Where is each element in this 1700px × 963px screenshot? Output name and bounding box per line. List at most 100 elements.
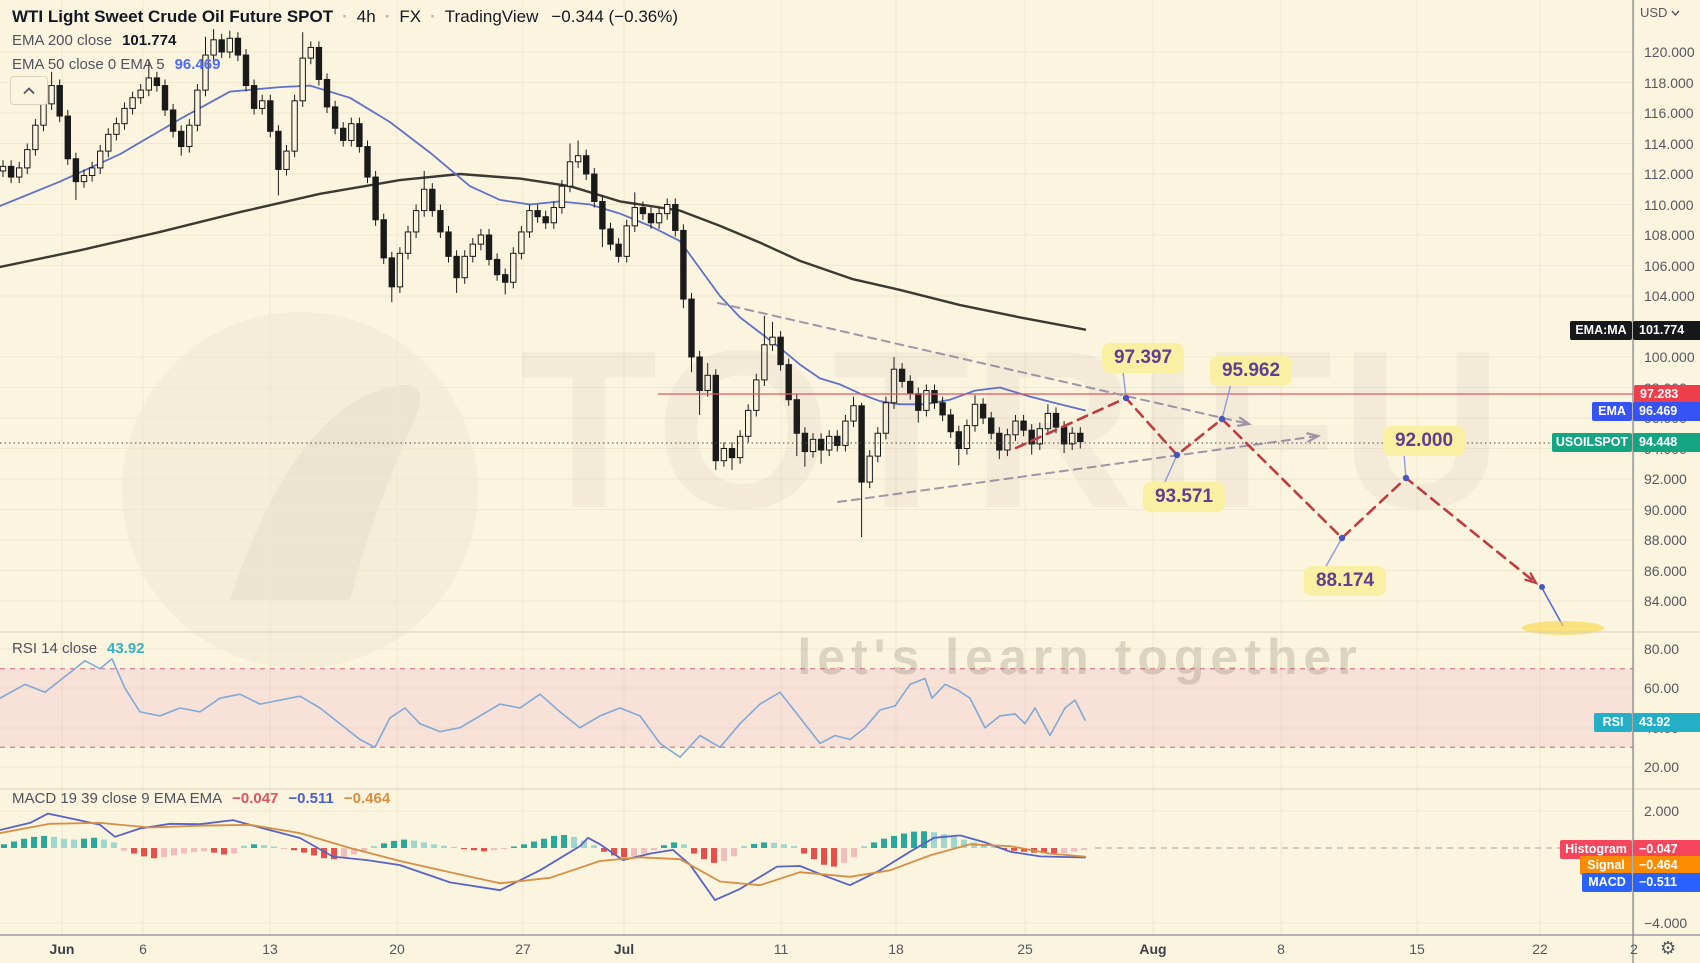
badge-label: EMA [1592, 401, 1632, 421]
price-axis-label[interactable]: 116.000 [1644, 105, 1694, 121]
rsi-label: RSI 14 close [12, 640, 98, 657]
price-axis-label[interactable]: 106.000 [1644, 257, 1695, 274]
macd-histogram-bar [81, 838, 87, 848]
macd-histogram-bar [331, 848, 337, 860]
watermark-logo-hand [230, 385, 420, 600]
price-axis-label[interactable]: 86.000 [1644, 562, 1687, 579]
macd-histogram-bar [111, 842, 117, 848]
price-axis-label[interactable]: −4.000 [1644, 915, 1688, 931]
symbol-title[interactable]: WTI Light Sweet Crude Oil Future SPOT [12, 7, 334, 26]
macd-histogram-bar [621, 848, 627, 858]
separator-dot: · [430, 7, 436, 26]
macd-histogram-bar [221, 848, 227, 855]
time-axis-label[interactable]: 6 [139, 941, 147, 957]
price-axis-label[interactable]: 2.000 [1644, 803, 1680, 819]
legend-ema200[interactable]: EMA 200 close 101.774 [12, 32, 176, 49]
macd-histogram-bar [31, 836, 37, 848]
macd-histogram-bar [1051, 848, 1057, 854]
target-anchor-dot [1402, 474, 1410, 482]
price-axis-label[interactable]: 20.00 [1644, 759, 1680, 775]
time-axis-label[interactable]: 27 [515, 941, 531, 957]
macd-histogram-bar [961, 839, 967, 848]
macd-histogram-bar [421, 842, 427, 848]
time-axis-label[interactable]: 15 [1409, 941, 1425, 957]
badge-value: −0.464 [1633, 855, 1700, 875]
time-axis-label[interactable]: 20 [389, 941, 405, 957]
macd-histogram-bar [931, 832, 937, 848]
time-axis-label[interactable]: 8 [1277, 941, 1285, 957]
macd-histogram-bar [431, 844, 437, 848]
price-target-label[interactable]: 88.174 [1303, 566, 1387, 596]
time-axis-label[interactable]: 18 [888, 941, 904, 957]
ema200-label: EMA 200 close [12, 32, 113, 49]
target-anchor-dot [1173, 451, 1181, 459]
price-target-label[interactable]: 93.571 [1142, 482, 1226, 512]
macd-histogram-bar [611, 848, 617, 856]
price-badge-price-97283: 97.283 [1633, 384, 1700, 404]
currency-selector[interactable]: USD [1640, 5, 1680, 20]
price-target-label[interactable]: 95.962 [1209, 356, 1293, 386]
macd-histogram-bar [601, 848, 607, 852]
time-axis-label[interactable]: 25 [1017, 941, 1033, 957]
macd-histogram-bar [381, 843, 387, 848]
time-axis-label[interactable]: 22 [1532, 941, 1548, 957]
time-axis-label[interactable]: Aug [1139, 941, 1167, 957]
price-axis-label[interactable]: 90.000 [1644, 501, 1687, 518]
price-axis-label[interactable]: 88.000 [1644, 532, 1687, 548]
badge-label: RSI [1594, 712, 1632, 732]
price-axis-label[interactable]: 60.00 [1644, 680, 1680, 696]
time-axis-label[interactable]: Jun [49, 941, 75, 957]
price-axis-label[interactable]: 112.000 [1644, 166, 1694, 182]
price-axis-label[interactable]: 120.000 [1644, 44, 1695, 60]
price-axis-label[interactable]: 118.000 [1644, 74, 1694, 91]
time-axis-label[interactable]: 13 [262, 941, 278, 957]
macd-histogram-bar [371, 846, 377, 848]
price-axis-label[interactable]: 92.000 [1644, 471, 1687, 487]
time-axis-label[interactable]: Jul [613, 941, 635, 957]
price-axis-label[interactable]: 114.000 [1644, 135, 1694, 152]
chevron-up-icon [23, 86, 35, 94]
macd-histogram-bar [761, 842, 767, 848]
macd-histogram-bar [51, 836, 57, 848]
price-target-label[interactable]: 97.397 [1101, 343, 1185, 373]
interval-label[interactable]: 4h [356, 7, 376, 26]
legend-rsi[interactable]: RSI 14 close 43.92 [12, 640, 145, 657]
macd-histogram-bar [1061, 848, 1067, 854]
target-anchor-dot [1122, 394, 1130, 402]
legend-ema50[interactable]: EMA 50 close 0 EMA 5 96.469 [12, 56, 220, 73]
collapse-pane-button[interactable] [10, 76, 48, 105]
time-axis-settings-gear-icon[interactable]: ⚙ [1660, 938, 1677, 958]
macd-histogram-bar [891, 835, 897, 848]
price-axis-label[interactable]: 104.000 [1644, 288, 1695, 304]
macd-histogram-bar [291, 848, 297, 851]
macd-histogram-bar [191, 848, 197, 853]
time-axis-label[interactable]: 2 [1630, 941, 1638, 957]
upper-trendline [717, 302, 1250, 425]
ema50-label: EMA 50 close 0 EMA 5 [12, 56, 165, 73]
target-connector-line [1163, 454, 1178, 485]
macd-histogram-bar [841, 848, 847, 863]
upper-trendline-arrowhead [1237, 416, 1252, 427]
macd-signal-line [0, 822, 1086, 887]
time-axis-label[interactable]: 11 [773, 941, 789, 957]
macd-histogram-bar [711, 848, 717, 863]
legend-macd[interactable]: MACD 19 39 close 9 EMA EMA −0.047 −0.511… [12, 790, 390, 807]
target-anchor-dot [1218, 415, 1226, 423]
price-axis-label[interactable]: 108.000 [1644, 227, 1695, 243]
price-axis-label[interactable]: 110.000 [1644, 196, 1694, 213]
price-target-label[interactable]: 92.000 [1382, 426, 1466, 456]
price-badge-macd: MACD −0.511 [1582, 872, 1700, 892]
macd-histogram-bar [831, 848, 837, 867]
price-axis-label[interactable]: 84.000 [1644, 593, 1687, 609]
separator-dot: · [384, 7, 391, 26]
price-axis-label[interactable]: 100.000 [1644, 349, 1695, 365]
price-axis-label[interactable]: 80.00 [1644, 641, 1680, 657]
macd-histogram-bar [681, 844, 687, 848]
macd-histogram-bar [181, 848, 187, 854]
macd-histogram-bar [211, 848, 217, 853]
badge-label: USOILSPOT [1552, 432, 1632, 452]
macd-histogram-bar [911, 831, 917, 848]
macd-histogram-bar [271, 846, 277, 848]
macd-histogram-bar [521, 844, 527, 848]
